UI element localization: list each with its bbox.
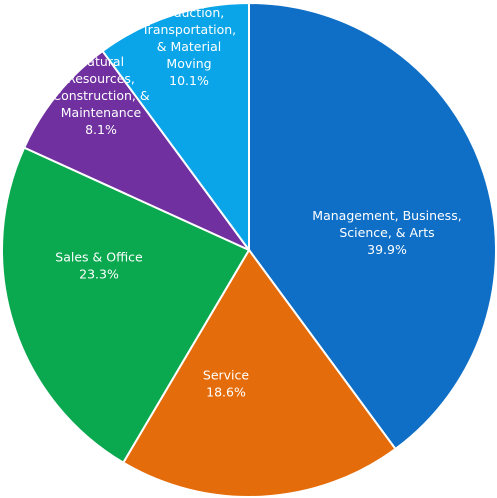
slice-label-sales-office: Sales & Office 23.3% [55, 250, 143, 282]
slice-category-label: Moving [166, 56, 211, 71]
slice-category-label: Management, Business, [312, 208, 461, 223]
pie-slice-service [122, 249, 397, 498]
slice-category-label: Maintenance [61, 105, 142, 120]
slice-category-label: Service [203, 368, 250, 383]
slice-category-label: Natural [78, 54, 124, 69]
slice-category-label: Sales & Office [55, 250, 143, 265]
slice-value-label: 10.1% [169, 73, 209, 88]
slice-label-natural-resources-construction-maintenance: Natural Resources, Construction, & Maintena… [52, 54, 150, 137]
slice-category-label: Science, & Arts [339, 225, 434, 240]
slice-category-label: Production, [154, 5, 224, 20]
pie-slice-management-business-science-arts [248, 2, 497, 450]
slice-value-label: 18.6% [206, 385, 246, 400]
slice-value-label: 8.1% [85, 122, 117, 137]
slice-label-production-transportation-material-moving: Production, Transportation, & Material Movi… [141, 5, 236, 88]
slice-label-service: Service 18.6% [203, 368, 250, 400]
slice-value-label: 23.3% [79, 267, 119, 282]
pie-slice-production-transportation-material-moving [101, 2, 250, 251]
slice-label-management-business-science-arts: Management, Business, Science, & Arts 39.9… [312, 208, 461, 257]
pie-slice-natural-resources-construction-maintenance [23, 50, 250, 251]
slice-category-label: & Material [157, 39, 222, 54]
pie-slice-sales-office [1, 146, 250, 464]
slice-value-label: 39.9% [367, 242, 407, 257]
slice-category-label: Transportation, [141, 22, 236, 37]
slice-category-label: Construction, & [52, 88, 150, 103]
slice-category-label: Resources, [67, 71, 135, 86]
